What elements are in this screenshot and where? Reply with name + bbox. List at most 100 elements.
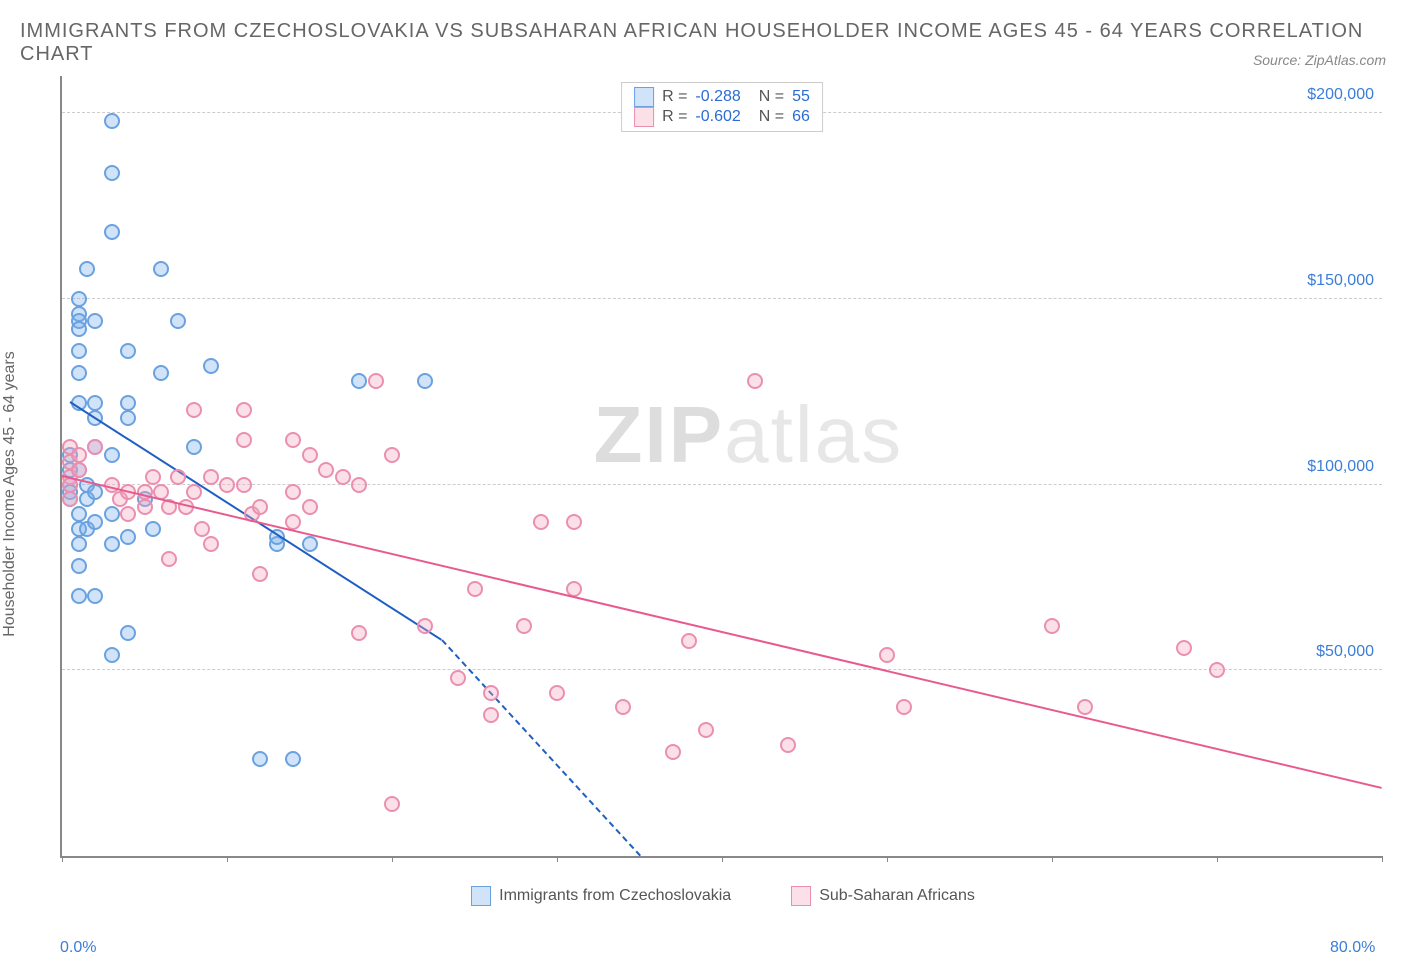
gridline (62, 669, 1382, 670)
data-point (71, 365, 87, 381)
r-value: -0.602 (695, 108, 740, 126)
legend-swatch (634, 107, 654, 127)
data-point (186, 402, 202, 418)
data-point (104, 113, 120, 129)
data-point (87, 484, 103, 500)
data-point (896, 699, 912, 715)
data-point (236, 477, 252, 493)
data-point (104, 506, 120, 522)
data-point (384, 796, 400, 812)
data-point (318, 462, 334, 478)
y-tick-label: $150,000 (1307, 272, 1374, 290)
watermark-light: atlas (724, 390, 903, 479)
data-point (335, 469, 351, 485)
data-point (236, 432, 252, 448)
data-point (302, 499, 318, 515)
data-point (681, 633, 697, 649)
data-point (203, 358, 219, 374)
data-point (549, 685, 565, 701)
data-point (483, 685, 499, 701)
x-max-label: 80.0% (1330, 939, 1375, 957)
data-point (252, 751, 268, 767)
data-point (87, 588, 103, 604)
data-point (467, 581, 483, 597)
data-point (203, 536, 219, 552)
n-label: N = (759, 108, 784, 126)
data-point (153, 261, 169, 277)
data-point (302, 447, 318, 463)
data-point (285, 432, 301, 448)
data-point (79, 261, 95, 277)
data-point (71, 321, 87, 337)
y-tick-label: $100,000 (1307, 458, 1374, 476)
x-tick-mark (887, 856, 888, 862)
data-point (879, 647, 895, 663)
chart-container: Householder Income Ages 45 - 64 years ZI… (20, 76, 1386, 911)
r-label: R = (662, 88, 687, 106)
r-label: R = (662, 108, 687, 126)
n-value: 55 (792, 88, 810, 106)
source-prefix: Source: (1253, 52, 1305, 68)
data-point (186, 439, 202, 455)
y-tick-label: $200,000 (1307, 86, 1374, 104)
data-point (780, 737, 796, 753)
data-point (450, 670, 466, 686)
x-tick-mark (62, 856, 63, 862)
x-tick-mark (392, 856, 393, 862)
data-point (170, 469, 186, 485)
data-point (252, 566, 268, 582)
data-point (104, 165, 120, 181)
data-point (170, 313, 186, 329)
data-point (71, 462, 87, 478)
data-point (1077, 699, 1093, 715)
data-point (236, 402, 252, 418)
data-point (120, 529, 136, 545)
data-point (71, 558, 87, 574)
trend-line (441, 639, 640, 856)
data-point (120, 343, 136, 359)
data-point (153, 365, 169, 381)
gridline (62, 484, 1382, 485)
data-point (368, 373, 384, 389)
y-axis-label: Householder Income Ages 45 - 64 years (1, 351, 19, 637)
data-point (351, 373, 367, 389)
data-point (252, 499, 268, 515)
legend-swatch (471, 886, 491, 906)
data-point (566, 514, 582, 530)
data-point (698, 722, 714, 738)
correlation-legend: R = -0.288N = 55R = -0.602N = 66 (621, 82, 823, 132)
data-point (145, 521, 161, 537)
data-point (417, 373, 433, 389)
data-point (120, 395, 136, 411)
x-tick-mark (1052, 856, 1053, 862)
data-point (71, 536, 87, 552)
x-tick-mark (227, 856, 228, 862)
data-point (104, 224, 120, 240)
data-point (351, 625, 367, 641)
plot-area: ZIPatlas R = -0.288N = 55R = -0.602N = 6… (60, 76, 1382, 858)
watermark-bold: ZIP (594, 390, 724, 479)
x-tick-mark (557, 856, 558, 862)
data-point (62, 491, 78, 507)
gridline (62, 298, 1382, 299)
r-value: -0.288 (695, 88, 740, 106)
data-point (120, 625, 136, 641)
data-point (87, 514, 103, 530)
data-point (203, 469, 219, 485)
data-point (145, 469, 161, 485)
data-point (104, 647, 120, 663)
data-point (186, 484, 202, 500)
x-tick-mark (1217, 856, 1218, 862)
data-point (1209, 662, 1225, 678)
data-point (384, 447, 400, 463)
data-point (87, 313, 103, 329)
data-point (219, 477, 235, 493)
data-point (285, 484, 301, 500)
series-name: Sub-Saharan Africans (819, 887, 975, 905)
data-point (1044, 618, 1060, 634)
data-point (285, 751, 301, 767)
series-legend: Immigrants from CzechoslovakiaSub-Sahara… (60, 886, 1386, 911)
source-name: ZipAtlas.com (1305, 52, 1386, 68)
data-point (351, 477, 367, 493)
data-point (87, 439, 103, 455)
